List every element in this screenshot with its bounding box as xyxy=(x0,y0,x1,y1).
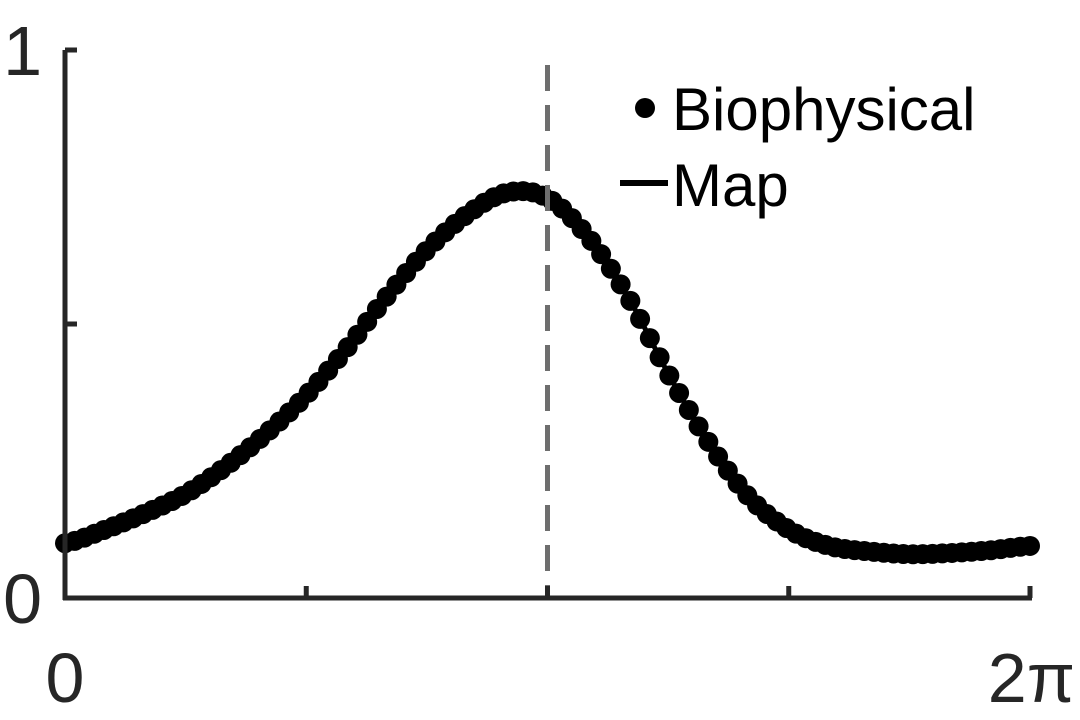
legend-marker-biophysical xyxy=(635,98,655,118)
y-tick-label: 0 xyxy=(3,560,42,638)
y-tick-label: 1 xyxy=(3,12,42,90)
plot-area xyxy=(55,65,1040,598)
legend: Biophysical Map xyxy=(620,76,976,219)
axes xyxy=(62,47,1033,601)
x-tick-label: 2π xyxy=(988,639,1075,717)
series-line-map xyxy=(64,188,1031,557)
legend-label-map: Map xyxy=(672,152,789,219)
tick-labels: 0 2π 0 1 xyxy=(3,12,1075,717)
legend-label-biophysical: Biophysical xyxy=(672,76,976,143)
x-tick-label: 0 xyxy=(46,639,85,717)
